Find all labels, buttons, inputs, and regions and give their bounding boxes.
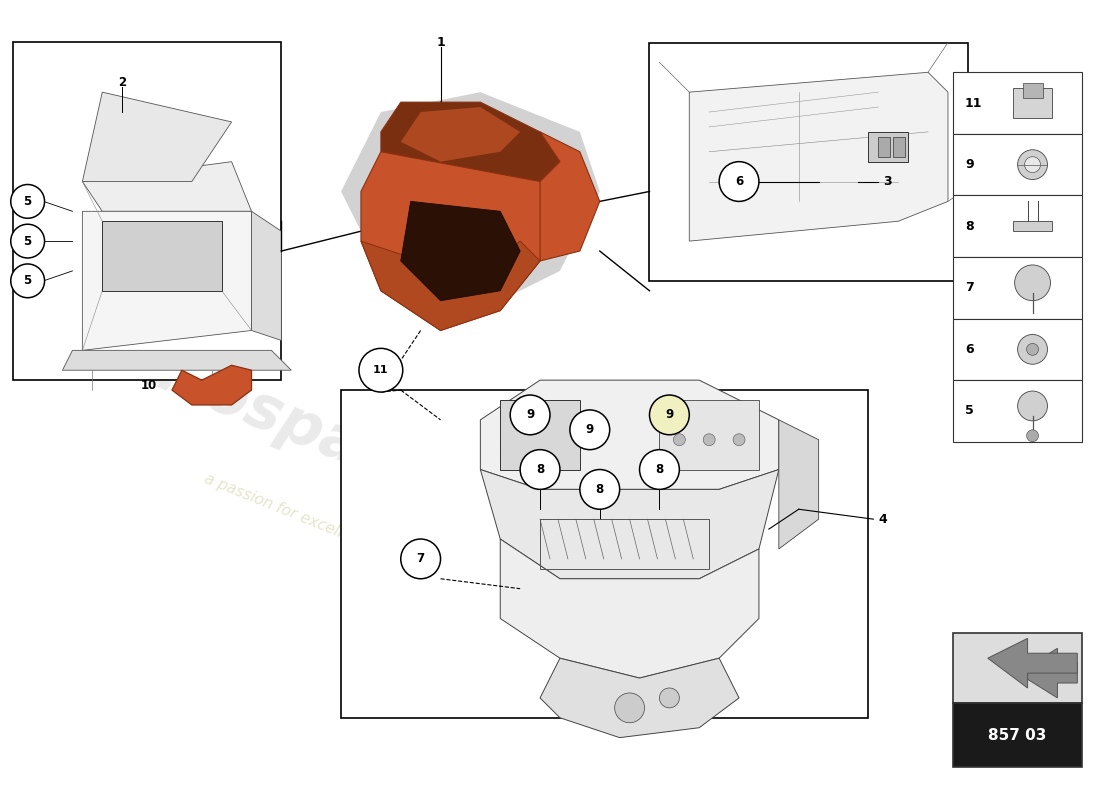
Text: 11: 11	[965, 97, 982, 110]
Text: 5: 5	[23, 274, 32, 287]
Polygon shape	[540, 658, 739, 738]
Polygon shape	[361, 241, 540, 330]
Bar	[953, 134, 1082, 195]
Circle shape	[11, 224, 45, 258]
Bar	[500, 400, 580, 470]
Circle shape	[733, 434, 745, 446]
Circle shape	[1014, 265, 1050, 301]
Polygon shape	[252, 211, 282, 341]
Text: 7: 7	[965, 282, 974, 294]
Text: 857 03: 857 03	[989, 728, 1047, 743]
Text: 8: 8	[536, 463, 544, 476]
Text: 3: 3	[883, 175, 892, 188]
Text: 1: 1	[437, 36, 444, 49]
Bar	[953, 195, 1082, 257]
Text: 7: 7	[417, 552, 425, 566]
Text: 6: 6	[965, 343, 974, 356]
Text: 11: 11	[373, 366, 388, 375]
Text: 9: 9	[585, 423, 594, 436]
Polygon shape	[500, 539, 759, 678]
Circle shape	[673, 434, 685, 446]
Text: 10: 10	[141, 378, 157, 392]
Polygon shape	[82, 162, 252, 211]
Text: 5: 5	[23, 195, 32, 208]
Polygon shape	[82, 92, 232, 182]
Bar	[341, 390, 868, 718]
Circle shape	[719, 162, 759, 202]
Circle shape	[1018, 150, 1047, 179]
Bar	[540, 519, 710, 569]
Polygon shape	[400, 202, 520, 301]
Polygon shape	[172, 366, 252, 405]
Bar	[659, 400, 759, 470]
Polygon shape	[361, 152, 540, 330]
Polygon shape	[381, 102, 560, 182]
Circle shape	[649, 395, 690, 434]
Bar	[1023, 83, 1043, 98]
Polygon shape	[520, 132, 600, 261]
Text: 8: 8	[656, 463, 663, 476]
Circle shape	[11, 185, 45, 218]
Text: 5: 5	[965, 405, 974, 418]
Circle shape	[510, 395, 550, 434]
Text: 9: 9	[666, 408, 673, 422]
Text: 9: 9	[526, 408, 535, 422]
Text: 8: 8	[595, 483, 604, 496]
Polygon shape	[341, 92, 600, 310]
Polygon shape	[481, 470, 779, 578]
Polygon shape	[779, 420, 818, 549]
Circle shape	[703, 434, 715, 446]
Text: eurospares: eurospares	[91, 320, 472, 520]
Circle shape	[580, 470, 619, 510]
Circle shape	[639, 450, 680, 490]
Circle shape	[1026, 343, 1038, 355]
Text: 8: 8	[965, 220, 974, 233]
Text: 2: 2	[118, 76, 127, 89]
Bar	[953, 380, 1082, 442]
Text: 4: 4	[878, 513, 887, 526]
Bar	[878, 137, 890, 157]
Bar	[13, 42, 282, 380]
Polygon shape	[481, 380, 779, 490]
Polygon shape	[988, 638, 1077, 688]
Bar	[953, 257, 1082, 318]
Circle shape	[1024, 157, 1041, 173]
Polygon shape	[1018, 648, 1077, 698]
Bar	[868, 132, 909, 162]
Circle shape	[400, 539, 441, 578]
Polygon shape	[400, 107, 520, 162]
Circle shape	[11, 264, 45, 298]
Bar	[953, 72, 1082, 134]
Text: 5: 5	[23, 234, 32, 248]
Polygon shape	[82, 211, 252, 350]
Polygon shape	[63, 350, 292, 370]
Bar	[893, 137, 905, 157]
Bar	[1013, 222, 1053, 231]
Circle shape	[659, 688, 680, 708]
Text: 9: 9	[965, 158, 974, 171]
Bar	[953, 634, 1082, 703]
Bar	[102, 222, 222, 290]
Bar	[649, 42, 968, 281]
Bar	[953, 318, 1082, 380]
Circle shape	[1026, 430, 1038, 442]
Text: 6: 6	[735, 175, 744, 188]
Bar	[953, 703, 1082, 767]
Circle shape	[1018, 334, 1047, 364]
Polygon shape	[690, 72, 948, 241]
Circle shape	[1018, 391, 1047, 421]
Circle shape	[359, 348, 403, 392]
Circle shape	[520, 450, 560, 490]
Text: a passion for excellence since 1985: a passion for excellence since 1985	[201, 471, 461, 587]
Circle shape	[615, 693, 645, 722]
Bar	[1013, 88, 1053, 118]
Circle shape	[570, 410, 609, 450]
